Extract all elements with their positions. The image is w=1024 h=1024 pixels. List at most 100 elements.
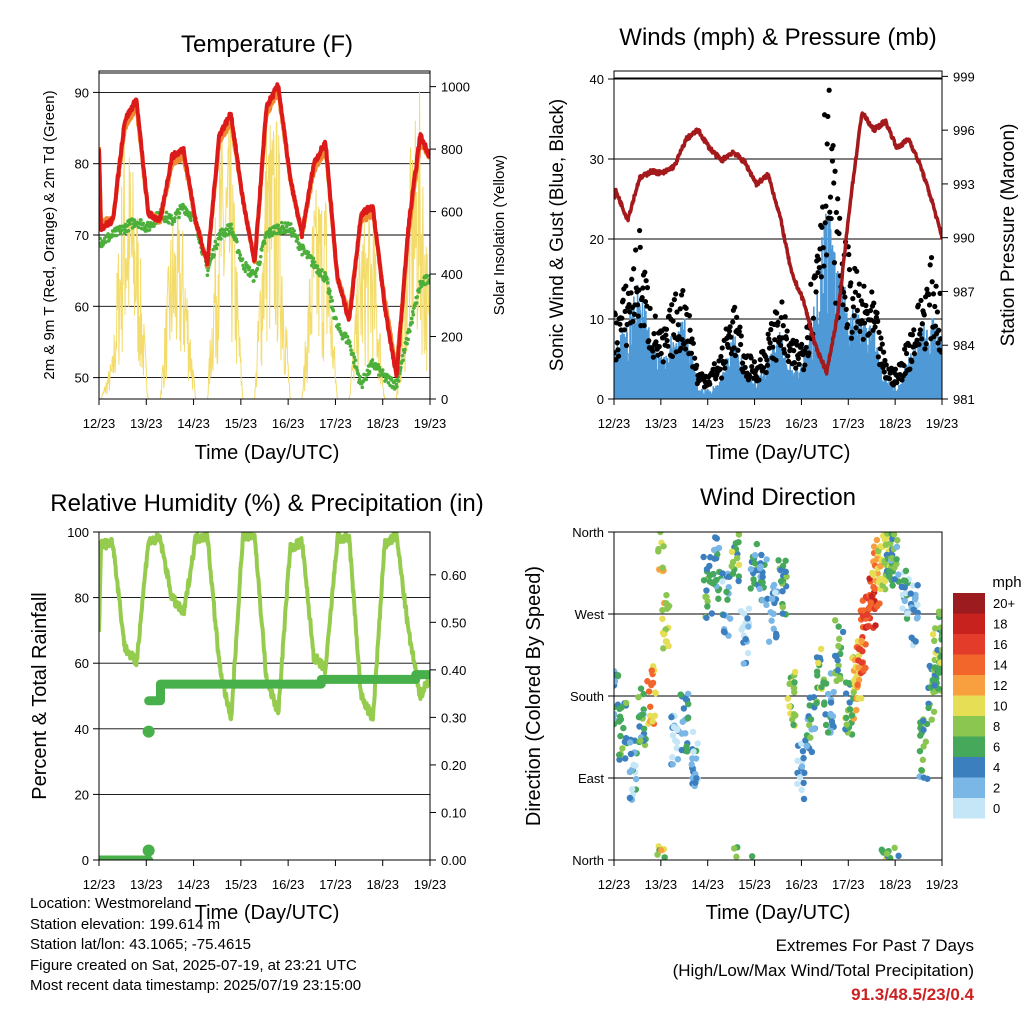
pressure-ytick-label: 999 <box>953 69 975 84</box>
direction-point <box>685 700 692 708</box>
dewpoint-point <box>351 351 356 356</box>
direction-point <box>713 535 720 542</box>
gust-point <box>778 314 784 321</box>
gust-point <box>718 375 725 381</box>
temperature-2m-line <box>99 82 430 378</box>
direction-point <box>938 646 942 654</box>
wind-xtick-label: 13/23 <box>645 416 678 431</box>
colorbar-label: 0 <box>993 801 1000 816</box>
colorbar-label: 2 <box>993 781 1000 796</box>
dewpoint-point <box>166 221 171 225</box>
direction-point <box>637 737 644 744</box>
gust-point <box>728 350 735 357</box>
direction-point <box>782 557 789 564</box>
direction-point <box>931 637 938 645</box>
direction-point <box>835 642 842 650</box>
dewpoint-point <box>139 218 143 222</box>
dewpoint-point <box>367 369 372 374</box>
dewpoint-point <box>231 230 235 235</box>
direction-point <box>850 689 857 696</box>
direction-point <box>931 625 939 632</box>
rh-xtick-label: 19/23 <box>414 877 447 892</box>
direction-point <box>719 570 726 577</box>
direction-point <box>728 548 736 555</box>
direction-point <box>924 775 931 782</box>
direction-point <box>867 599 875 606</box>
gust-point <box>907 366 913 372</box>
direction-point <box>876 575 883 582</box>
dewpoint-point <box>345 334 350 339</box>
direction-point <box>928 716 935 723</box>
gust-point <box>882 357 888 364</box>
gust-point <box>734 314 740 320</box>
direction-point <box>864 611 871 618</box>
dewpoint-point <box>358 374 362 379</box>
direction-point <box>893 556 900 563</box>
gust-point <box>879 341 885 347</box>
gust-point <box>843 306 849 312</box>
temperature-xtick-label: 18/23 <box>366 416 399 431</box>
direction-point <box>665 642 672 650</box>
gust-point <box>927 262 933 268</box>
direction-point <box>893 543 901 551</box>
gust-point <box>732 304 738 310</box>
direction-point <box>677 691 684 698</box>
gust-point <box>772 337 778 343</box>
direction-point <box>724 596 731 603</box>
rh-panel: Relative Humidity (%) & Precipitation (i… <box>29 490 484 924</box>
gust-point <box>849 329 855 335</box>
gust-point <box>854 268 860 274</box>
direction-point <box>920 726 927 734</box>
gust-point <box>643 278 649 284</box>
dewpoint-point <box>330 298 335 303</box>
direction-point <box>791 679 798 686</box>
direction-point <box>902 589 909 597</box>
gust-point <box>831 180 837 186</box>
direction-point <box>855 695 862 702</box>
temperature-xtick-label: 19/23 <box>414 416 447 431</box>
gust-point <box>856 292 862 299</box>
gust-point <box>614 312 618 318</box>
gust-point <box>620 297 626 303</box>
direction-point <box>895 852 902 860</box>
gust-point <box>842 294 848 300</box>
direction-point <box>622 755 629 762</box>
wind-xtick-label: 14/23 <box>691 416 724 431</box>
dewpoint-point <box>406 337 411 342</box>
direction-point <box>820 701 828 708</box>
dewpoint-point <box>125 223 130 228</box>
gust-point <box>650 348 656 354</box>
rh-xtick-label: 15/23 <box>225 877 258 892</box>
dewpoint-point <box>311 256 316 261</box>
direction-point <box>640 725 648 732</box>
gust-point <box>803 344 809 351</box>
direction-point <box>938 636 942 643</box>
gust-point <box>738 333 744 339</box>
direction-point <box>822 711 829 718</box>
direction-point <box>846 706 854 713</box>
wind-ticks: 0 10 20 30 40 981 984 987 990 993 996 999 12/23 13/23… <box>590 69 975 431</box>
temperature-xtick-label: 14/23 <box>177 416 210 431</box>
gust-point <box>848 335 855 341</box>
temperature-ticks: 50 60 70 80 90 0 200 400 600 800 1000 12/23 13/23 14/… <box>75 80 470 431</box>
direction-point <box>763 601 770 609</box>
direction-point <box>673 744 681 752</box>
gust-point <box>850 296 856 302</box>
colorbar-label: 16 <box>993 637 1007 652</box>
temperature-ytick-label: 80 <box>75 157 89 172</box>
gust-point <box>914 337 920 343</box>
dewpoint-point <box>229 227 234 231</box>
direction-point <box>745 623 752 630</box>
gust-point <box>875 354 881 360</box>
direction-point <box>889 582 896 589</box>
gust-point <box>725 344 731 350</box>
figure-created: Figure created on Sat, 2025-07-19, at 23… <box>30 956 357 974</box>
direction-point <box>709 570 717 578</box>
direction-point <box>744 615 751 622</box>
direction-point <box>791 668 799 676</box>
dewpoint-point <box>237 250 241 254</box>
direction-point <box>715 595 722 602</box>
direction-point <box>817 645 825 653</box>
gust-point <box>824 141 830 147</box>
direction-point <box>857 646 864 653</box>
